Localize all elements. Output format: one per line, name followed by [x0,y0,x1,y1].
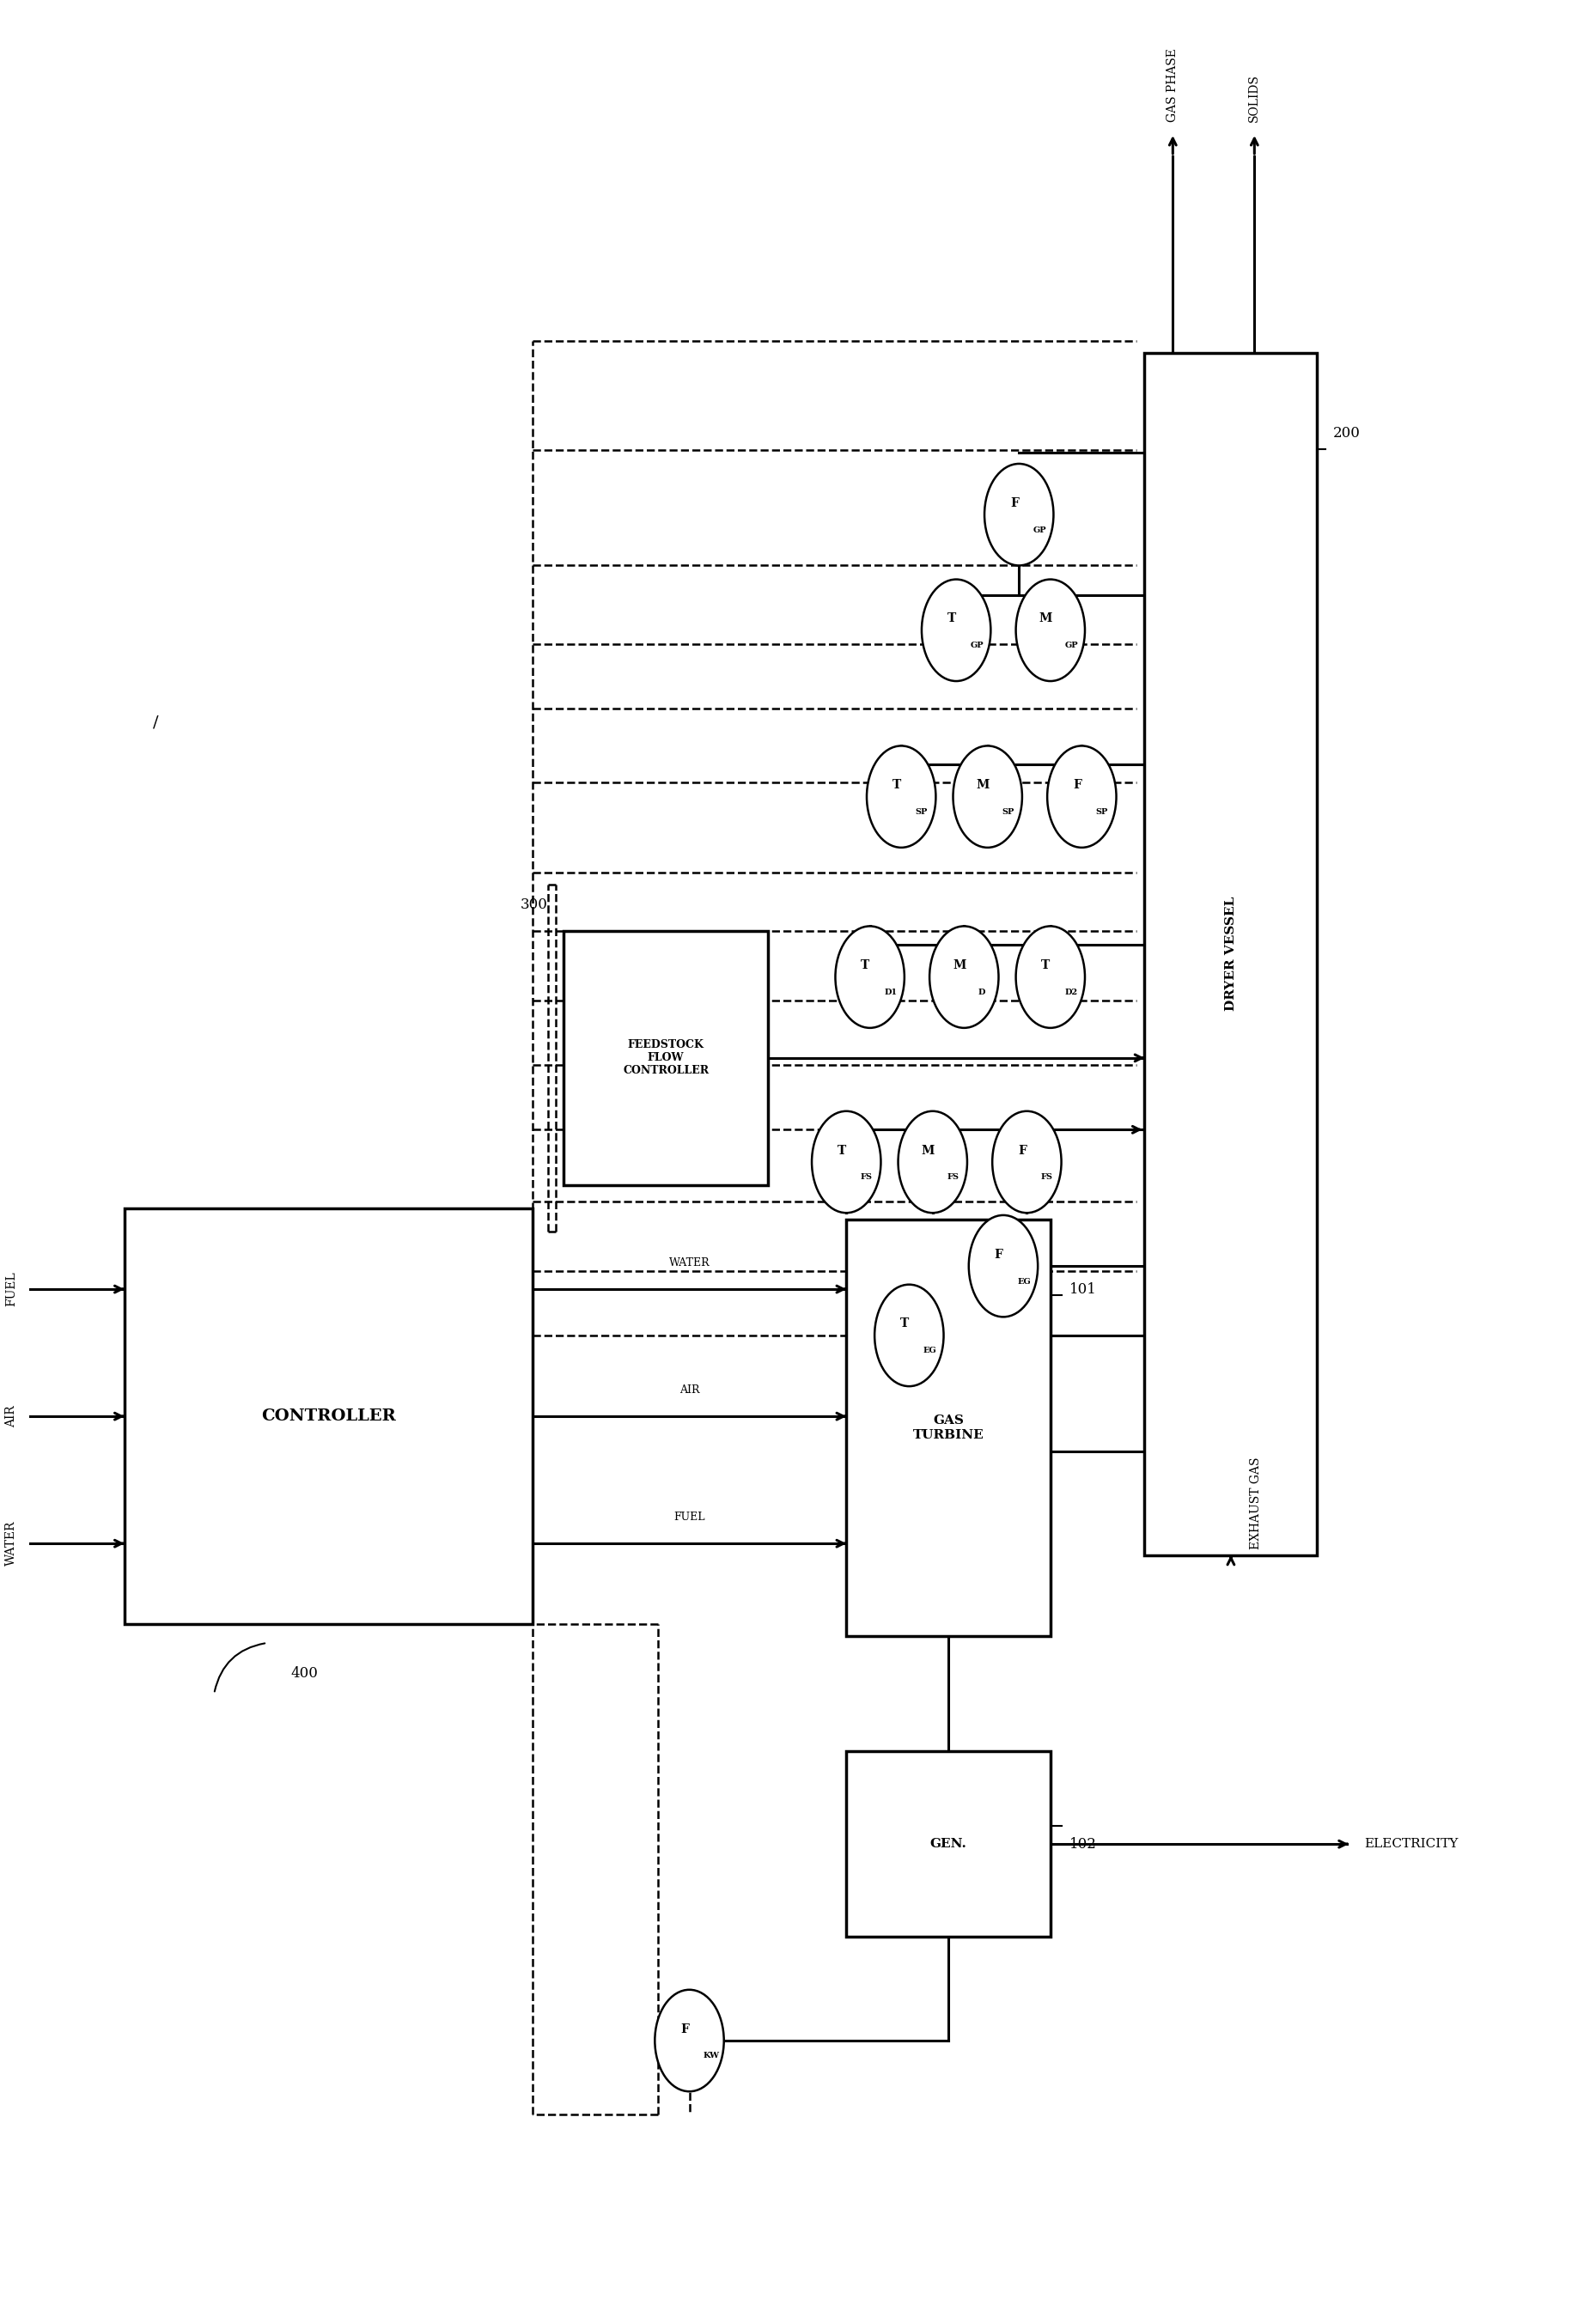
Text: EG: EG [924,1348,937,1355]
Text: D1: D1 [884,988,897,997]
Text: T: T [860,960,870,971]
Circle shape [835,927,905,1027]
Bar [846,1220,1051,1636]
Text: M: M [921,1143,935,1157]
Circle shape [930,927,999,1027]
Bar [846,1752,1051,1936]
Text: FS: FS [1041,1174,1053,1181]
Text: SOLIDS: SOLIDS [1248,74,1261,121]
Circle shape [984,465,1054,565]
Text: 400: 400 [291,1666,318,1680]
Bar [1145,353,1317,1555]
Text: DRYER VESSEL: DRYER VESSEL [1224,897,1237,1011]
Circle shape [655,1989,723,2092]
Circle shape [874,1285,943,1387]
Text: /: / [153,716,159,730]
Circle shape [1016,927,1084,1027]
Text: EG: EG [1018,1278,1030,1285]
Text: FUEL: FUEL [5,1271,17,1306]
Text: T: T [900,1318,909,1329]
Text: ELECTRICITY: ELECTRICITY [1364,1838,1458,1850]
Text: F: F [1018,1143,1027,1157]
Text: EXHAUST GAS: EXHAUST GAS [1250,1457,1262,1550]
Circle shape [952,746,1022,848]
Text: SP: SP [1002,809,1014,816]
Text: F: F [681,2022,688,2036]
Text: M: M [1038,614,1053,625]
Text: F: F [1073,779,1081,790]
Text: D: D [978,988,986,997]
Text: GP: GP [1064,641,1078,648]
Text: GP: GP [1034,525,1046,535]
Circle shape [1016,579,1084,681]
Text: T: T [1041,960,1049,971]
Text: 101: 101 [1068,1283,1097,1297]
Text: WATER: WATER [669,1257,709,1269]
Circle shape [968,1215,1038,1318]
Text: FS: FS [946,1174,959,1181]
Text: GAS
TURBINE: GAS TURBINE [913,1415,984,1441]
Text: T: T [838,1143,846,1157]
Text: M: M [952,960,967,971]
Text: T: T [948,614,956,625]
Text: F: F [1010,497,1019,509]
Text: AIR: AIR [5,1406,17,1427]
Circle shape [867,746,937,848]
Text: F: F [994,1248,1003,1260]
Text: FS: FS [860,1174,873,1181]
Text: FEEDSTOCK
FLOW
CONTROLLER: FEEDSTOCK FLOW CONTROLLER [623,1039,709,1076]
Circle shape [898,1111,967,1213]
Text: SP: SP [916,809,927,816]
Bar [124,1208,533,1624]
Text: T: T [892,779,902,790]
Text: D2: D2 [1064,988,1078,997]
Text: 102: 102 [1068,1836,1097,1852]
Text: GAS PHASE: GAS PHASE [1167,49,1178,121]
Circle shape [992,1111,1062,1213]
Text: 300: 300 [520,897,549,913]
Text: M: M [976,779,989,790]
Circle shape [1048,746,1116,848]
Text: FUEL: FUEL [674,1511,704,1522]
Text: CONTROLLER: CONTROLLER [261,1408,396,1425]
Text: GEN.: GEN. [930,1838,967,1850]
Text: SP: SP [1096,809,1108,816]
Text: AIR: AIR [679,1385,700,1394]
Text: 200: 200 [1332,425,1361,442]
Text: WATER: WATER [5,1520,17,1566]
Text: KW: KW [703,2052,720,2059]
Circle shape [812,1111,881,1213]
Bar [564,932,768,1185]
Text: GP: GP [970,641,984,648]
Circle shape [922,579,991,681]
